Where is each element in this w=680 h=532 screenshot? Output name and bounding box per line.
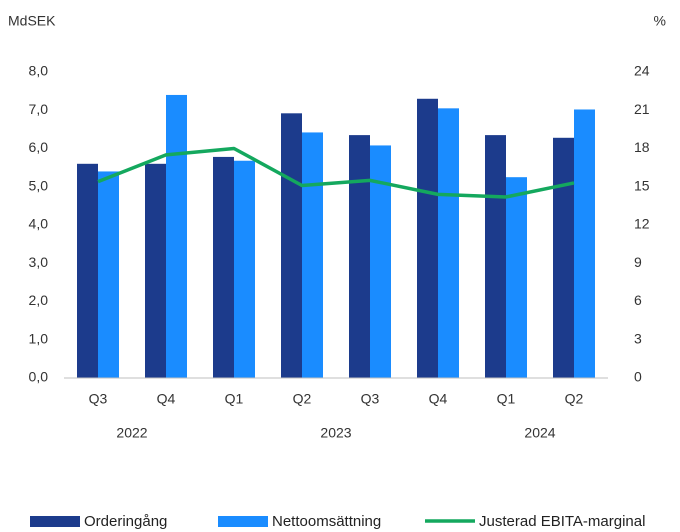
x-tick-label: Q2	[293, 391, 312, 407]
x-tick-label: Q1	[225, 391, 244, 407]
y-tick-label: 1,0	[29, 330, 49, 346]
y2-tick-label: 6	[634, 292, 642, 308]
bar	[281, 113, 302, 378]
y-tick-label: 6,0	[29, 139, 49, 155]
y2-tick-label: 21	[634, 101, 650, 117]
x-tick-label: Q3	[361, 391, 380, 407]
y2-tick-label: 0	[634, 369, 642, 385]
legend-label: Justerad EBITA-marginal	[479, 513, 645, 530]
bar	[370, 145, 391, 378]
x-tick-label: Q1	[497, 391, 516, 407]
x-tick-label: Q4	[429, 391, 448, 407]
y2-tick-label: 9	[634, 254, 642, 270]
y2-tick-label: 15	[634, 177, 650, 193]
bar	[234, 160, 255, 378]
legend-swatch	[218, 516, 268, 527]
y-tick-label: 3,0	[29, 254, 49, 270]
y-tick-label: 0,0	[29, 369, 49, 385]
x-tick-label: Q4	[157, 391, 176, 407]
bar	[349, 135, 370, 378]
bar	[213, 156, 234, 378]
y2-tick-label: 12	[634, 216, 650, 232]
y-tick-label: 4,0	[29, 216, 49, 232]
bar	[485, 135, 506, 378]
x-tick-label: Q2	[565, 391, 584, 407]
y-tick-label: 7,0	[29, 101, 49, 117]
y-axis-label: MdSEK	[8, 13, 56, 29]
legend-label: Orderingång	[84, 513, 167, 530]
bar	[302, 132, 323, 378]
y-tick-label: 2,0	[29, 292, 49, 308]
bar	[438, 108, 459, 379]
bar	[553, 137, 574, 378]
bar	[506, 177, 527, 378]
x-tick-label: Q3	[89, 391, 108, 407]
y2-tick-label: 3	[634, 330, 642, 346]
bar	[574, 109, 595, 379]
x-group-label: 2023	[320, 425, 351, 441]
legend-label: Nettoomsättning	[272, 513, 381, 530]
line-series	[97, 146, 575, 199]
bar	[166, 94, 187, 378]
y2-axis-label: %	[654, 13, 666, 29]
bar	[417, 98, 438, 379]
x-group-label: 2024	[524, 425, 555, 441]
y2-tick-label: 24	[634, 63, 650, 79]
y-tick-label: 5,0	[29, 177, 49, 193]
bar	[145, 163, 166, 378]
y2-tick-label: 18	[634, 139, 650, 155]
bar	[77, 163, 98, 378]
y-tick-label: 8,0	[29, 63, 49, 79]
legend-swatch	[30, 516, 80, 527]
x-group-label: 2022	[116, 425, 147, 441]
bar	[98, 171, 119, 378]
